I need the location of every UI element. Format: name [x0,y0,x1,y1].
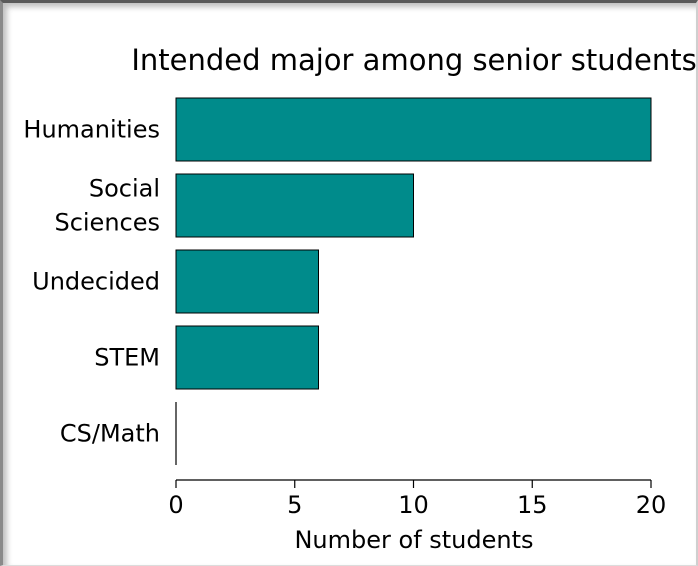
category-labels: Humanities Social Sciences Undecided STEM CS/… [23,116,160,448]
category-label-line: Social [89,175,160,203]
category-label-3: STEM [94,344,160,372]
bar-1 [175,173,414,238]
category-label-line: STEM [94,344,160,372]
bar-3 [175,325,319,390]
bar-2 [175,249,319,314]
x-tick-label-1: 5 [287,491,302,519]
bars-group [175,97,652,465]
category-label-line: Humanities [23,116,160,144]
category-label-1: Social Sciences [54,175,160,237]
x-tick-label-4: 20 [636,491,667,519]
bar-0 [175,97,652,162]
x-tick-label-0: 0 [168,491,183,519]
category-label-line: Undecided [32,268,160,296]
category-label-2: Undecided [32,268,160,296]
category-label-line: Sciences [54,209,160,237]
x-axis-label: Number of students [294,526,533,554]
x-tick-label-2: 10 [398,491,429,519]
category-label-line: CS/Math [60,420,160,448]
chart-title: Intended major among senior students [131,43,696,77]
x-tick-label-3: 15 [517,491,548,519]
category-label-0: Humanities [23,116,160,144]
category-label-4: CS/Math [60,420,160,448]
x-axis-ticks: 0 5 10 15 20 [168,480,666,519]
